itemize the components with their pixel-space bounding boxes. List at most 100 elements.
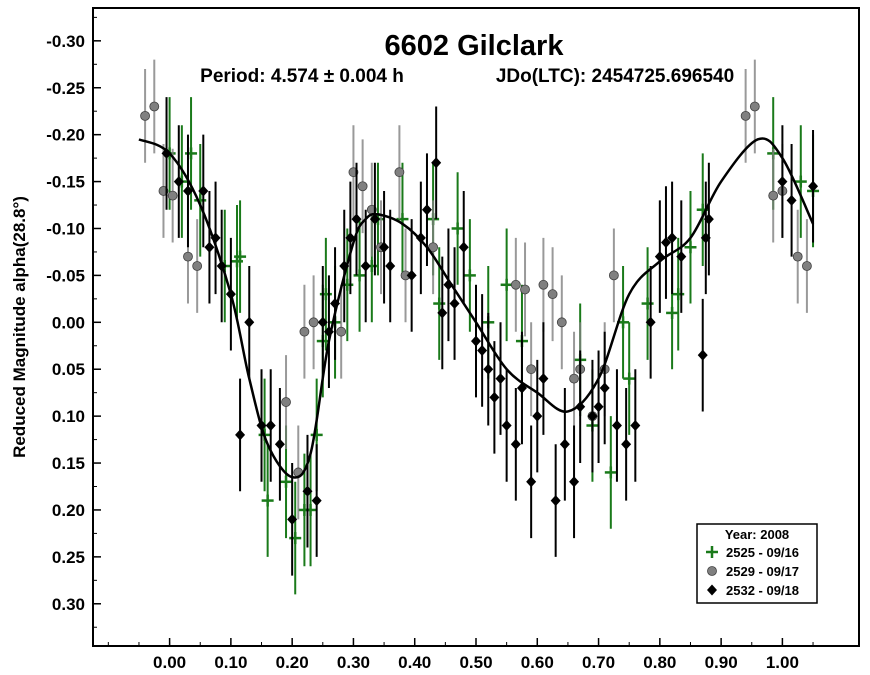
data-point — [786, 194, 797, 206]
series-2 — [161, 97, 819, 576]
data-point — [587, 410, 598, 422]
data-point — [351, 213, 362, 225]
data-point — [265, 420, 276, 432]
chart-subtitle-epoch: JDo(LTC): 2454725.696540 — [496, 66, 734, 87]
x-tick-label: 0.50 — [459, 653, 492, 672]
data-point — [608, 270, 619, 281]
x-tick-label: 0.00 — [153, 653, 186, 672]
chart-marks — [138, 59, 820, 595]
data-point — [149, 101, 160, 112]
data-point — [244, 316, 255, 328]
data-point — [611, 420, 622, 432]
fit-curve — [138, 137, 815, 479]
data-point — [161, 147, 172, 159]
data-point — [336, 326, 347, 337]
data-point — [599, 382, 610, 394]
data-point — [428, 242, 439, 253]
data-point — [501, 420, 512, 432]
data-point — [477, 344, 488, 356]
data-point — [183, 251, 193, 262]
data-point — [569, 476, 580, 488]
data-point — [421, 204, 432, 216]
y-tick-label: -0.15 — [46, 173, 85, 192]
data-point — [808, 180, 819, 192]
data-point — [621, 438, 632, 450]
data-point — [489, 391, 500, 403]
data-point — [431, 157, 442, 169]
data-point — [510, 438, 521, 450]
x-tick-label: 0.40 — [398, 653, 431, 672]
chart-subtitle-period: Period: 4.574 ± 0.004 h — [200, 66, 404, 87]
data-point — [458, 241, 469, 253]
legend-marker — [707, 584, 717, 596]
data-point — [360, 260, 371, 272]
data-point — [802, 261, 812, 271]
data-point — [483, 363, 494, 375]
data-point — [299, 326, 310, 337]
y-tick-label: 0.30 — [52, 595, 85, 614]
data-point — [317, 316, 328, 328]
data-point — [792, 251, 803, 262]
y-tick-label: -0.25 — [46, 79, 85, 98]
x-tick-label: 0.20 — [276, 653, 309, 672]
data-point — [660, 237, 671, 249]
data-point — [520, 284, 530, 295]
legend-entry-label: 2532 - 09/18 — [726, 583, 799, 598]
y-tick-label: -0.20 — [46, 126, 85, 145]
x-tick-label: 1.00 — [766, 653, 799, 672]
data-point — [140, 110, 150, 121]
y-tick-label: 0.20 — [52, 501, 85, 520]
data-point — [556, 317, 567, 328]
x-tick-label: 0.10 — [214, 653, 247, 672]
data-point — [274, 438, 285, 450]
data-point — [645, 316, 656, 328]
data-point — [676, 251, 687, 263]
data-point — [630, 420, 641, 432]
data-point — [308, 317, 319, 328]
data-point — [235, 429, 246, 441]
axis-ticks: 0.00 0.10 0.20 0.30 0.40 0.50 0.60 0.70 0.80 0.90… — [46, 16, 814, 672]
data-point — [526, 364, 537, 375]
x-tick-label: 0.60 — [521, 653, 554, 672]
y-tick-label: -0.10 — [46, 219, 85, 238]
data-point — [287, 513, 298, 525]
data-point — [167, 190, 178, 201]
x-tick-label: 0.80 — [643, 653, 676, 672]
data-point — [749, 101, 760, 112]
data-point — [550, 495, 561, 507]
data-point — [437, 307, 448, 319]
legend-box — [696, 523, 818, 604]
data-point — [198, 185, 209, 197]
y-tick-label: 0.10 — [52, 407, 85, 426]
data-point — [538, 279, 549, 290]
x-tick-label: 0.30 — [337, 653, 370, 672]
data-point — [575, 401, 586, 413]
data-point — [415, 232, 426, 244]
data-point — [569, 373, 579, 384]
data-point — [204, 241, 215, 253]
data-point — [173, 176, 184, 188]
y-tick-label: -0.30 — [46, 32, 85, 51]
data-point — [593, 401, 604, 413]
legend-items: 2525 - 09/16 2529 - 09/17 2532 - 09/18 — [706, 545, 799, 598]
y-axis-label: Reduced Magnitude alpha(28.8°) — [10, 196, 29, 458]
series-1 — [140, 59, 812, 520]
data-point — [311, 495, 322, 507]
data-point — [703, 213, 714, 225]
legend-entry-label: 2525 - 09/16 — [726, 545, 799, 560]
data-point — [777, 176, 788, 188]
data-point — [406, 269, 417, 281]
y-tick-label: 0.00 — [52, 313, 85, 332]
data-point — [768, 190, 779, 201]
data-point — [471, 335, 481, 347]
legend-marker — [707, 566, 717, 576]
data-point — [526, 476, 537, 488]
data-point — [740, 110, 751, 121]
data-point — [192, 261, 203, 271]
data-point — [394, 167, 405, 178]
data-point — [357, 181, 368, 192]
data-point — [369, 213, 380, 225]
legend-title: Year: 2008 — [725, 527, 789, 542]
y-tick-label: -0.05 — [46, 266, 85, 285]
